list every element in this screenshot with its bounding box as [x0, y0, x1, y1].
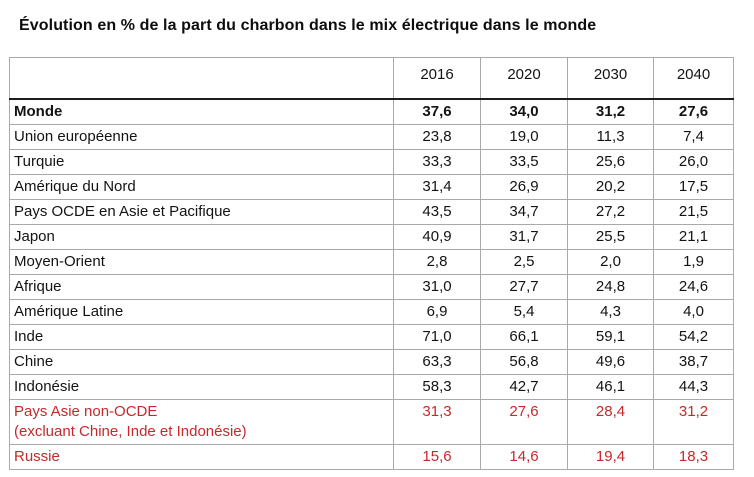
- cell-value: 43,5: [393, 199, 481, 225]
- cell-value: 63,3: [393, 349, 481, 375]
- cell-value: 33,3: [393, 149, 481, 175]
- row-label: Chine: [9, 349, 394, 375]
- coal-share-table: 2016 2020 2030 2040 Monde 37,6 34,0 31,2…: [9, 57, 734, 470]
- row-label: Turquie: [9, 149, 394, 175]
- table-row-amerique-du-nord: Amérique du Nord 31,4 26,9 20,2 17,5: [9, 174, 734, 200]
- cell-value: 27,2: [567, 199, 654, 225]
- row-label: Inde: [9, 324, 394, 350]
- cell-value: 19,0: [480, 124, 568, 150]
- cell-value: 54,2: [653, 324, 734, 350]
- row-label: Pays OCDE en Asie et Pacifique: [9, 199, 394, 225]
- cell-value: 11,3: [567, 124, 654, 150]
- cell-value: 24,6: [653, 274, 734, 300]
- cell-value: 42,7: [480, 374, 568, 400]
- table-row-monde: Monde 37,6 34,0 31,2 27,6: [9, 98, 734, 125]
- cell-value: 31,2: [567, 98, 654, 125]
- cell-value: 5,4: [480, 299, 568, 325]
- cell-value: 6,9: [393, 299, 481, 325]
- cell-value: 66,1: [480, 324, 568, 350]
- cell-value: 19,4: [567, 444, 654, 470]
- table-row-indonesie: Indonésie 58,3 42,7 46,1 44,3: [9, 374, 734, 400]
- cell-value: 21,5: [653, 199, 734, 225]
- cell-value: 2,5: [480, 249, 568, 275]
- cell-value: 18,3: [653, 444, 734, 470]
- cell-value: 1,9: [653, 249, 734, 275]
- cell-value: 7,4: [653, 124, 734, 150]
- row-label: Monde: [9, 98, 394, 125]
- cell-value: 4,0: [653, 299, 734, 325]
- table-row-japon: Japon 40,9 31,7 25,5 21,1: [9, 224, 734, 250]
- cell-value: 44,3: [653, 374, 734, 400]
- table-row-turquie: Turquie 33,3 33,5 25,6 26,0: [9, 149, 734, 175]
- cell-value: 56,8: [480, 349, 568, 375]
- row-label: Union européenne: [9, 124, 394, 150]
- cell-value: 34,0: [480, 98, 568, 125]
- table-row-pays-asie-non-ocde: Pays Asie non-OCDE (excluant Chine, Inde…: [9, 399, 734, 445]
- cell-value: 31,7: [480, 224, 568, 250]
- cell-value: 24,8: [567, 274, 654, 300]
- cell-value: 26,9: [480, 174, 568, 200]
- cell-value: 21,1: [653, 224, 734, 250]
- cell-value: 25,6: [567, 149, 654, 175]
- cell-value: 38,7: [653, 349, 734, 375]
- cell-value: 31,3: [393, 399, 481, 445]
- col-header-2020: 2020: [480, 57, 568, 100]
- cell-value: 71,0: [393, 324, 481, 350]
- cell-value: 25,5: [567, 224, 654, 250]
- cell-value: 59,1: [567, 324, 654, 350]
- row-label: Pays Asie non-OCDE (excluant Chine, Inde…: [9, 399, 394, 445]
- col-header-2016: 2016: [393, 57, 481, 100]
- cell-value: 15,6: [393, 444, 481, 470]
- table-row-pays-ocde-asie-pacifique: Pays OCDE en Asie et Pacifique 43,5 34,7…: [9, 199, 734, 225]
- table-row-chine: Chine 63,3 56,8 49,6 38,7: [9, 349, 734, 375]
- header-row: 2016 2020 2030 2040: [9, 57, 734, 100]
- cell-value: 33,5: [480, 149, 568, 175]
- page-title: Évolution en % de la part du charbon dan…: [19, 17, 597, 34]
- col-header-2030: 2030: [567, 57, 654, 100]
- table-row-afrique: Afrique 31,0 27,7 24,8 24,6: [9, 274, 734, 300]
- cell-value: 31,4: [393, 174, 481, 200]
- cell-value: 49,6: [567, 349, 654, 375]
- row-label: Afrique: [9, 274, 394, 300]
- cell-value: 28,4: [567, 399, 654, 445]
- row-label: Indonésie: [9, 374, 394, 400]
- table-row-moyen-orient: Moyen-Orient 2,8 2,5 2,0 1,9: [9, 249, 734, 275]
- table-row-inde: Inde 71,0 66,1 59,1 54,2: [9, 324, 734, 350]
- cell-value: 46,1: [567, 374, 654, 400]
- cell-value: 31,2: [653, 399, 734, 445]
- cell-value: 27,6: [480, 399, 568, 445]
- table-row-amerique-latine: Amérique Latine 6,9 5,4 4,3 4,0: [9, 299, 734, 325]
- corner-cell-empty: [9, 57, 394, 100]
- cell-value: 17,5: [653, 174, 734, 200]
- cell-value: 40,9: [393, 224, 481, 250]
- row-label: Amérique Latine: [9, 299, 394, 325]
- cell-value: 34,7: [480, 199, 568, 225]
- row-label: Russie: [9, 444, 394, 470]
- cell-value: 27,6: [653, 98, 734, 125]
- col-header-2040: 2040: [653, 57, 734, 100]
- cell-value: 26,0: [653, 149, 734, 175]
- cell-value: 2,8: [393, 249, 481, 275]
- cell-value: 14,6: [480, 444, 568, 470]
- table-row-russie: Russie 15,6 14,6 19,4 18,3: [9, 444, 734, 470]
- row-label: Japon: [9, 224, 394, 250]
- table-row-union-europeenne: Union européenne 23,8 19,0 11,3 7,4: [9, 124, 734, 150]
- cell-value: 31,0: [393, 274, 481, 300]
- row-label: Amérique du Nord: [9, 174, 394, 200]
- cell-value: 4,3: [567, 299, 654, 325]
- cell-value: 27,7: [480, 274, 568, 300]
- cell-value: 23,8: [393, 124, 481, 150]
- cell-value: 2,0: [567, 249, 654, 275]
- row-label: Moyen-Orient: [9, 249, 394, 275]
- cell-value: 37,6: [393, 98, 481, 125]
- cell-value: 58,3: [393, 374, 481, 400]
- cell-value: 20,2: [567, 174, 654, 200]
